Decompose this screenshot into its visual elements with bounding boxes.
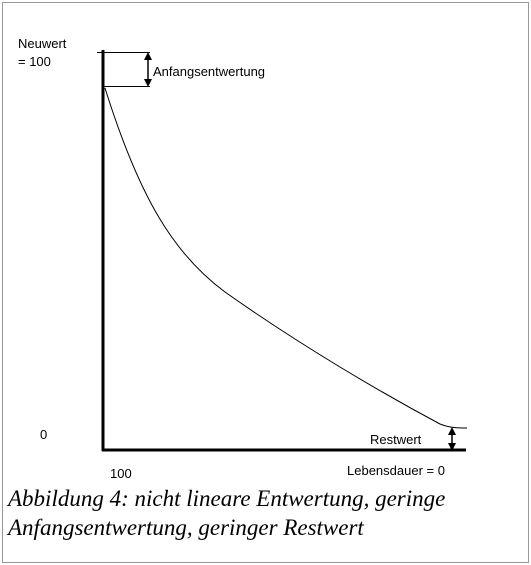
- y-zero-label: 0: [40, 427, 47, 442]
- x-start-label: 100: [110, 466, 132, 481]
- neuwert-value: = 100: [18, 54, 51, 69]
- initial-loss-label: Anfangsentwertung: [153, 64, 265, 79]
- residual-label: Restwert: [370, 432, 422, 447]
- neuwert-label: Neuwert: [18, 36, 67, 51]
- value-curve: [104, 87, 468, 429]
- caption: Abbildung 4: nicht lineare Entwertung, g…: [8, 486, 446, 540]
- lifetime-label: Lebensdauer = 0: [347, 463, 445, 478]
